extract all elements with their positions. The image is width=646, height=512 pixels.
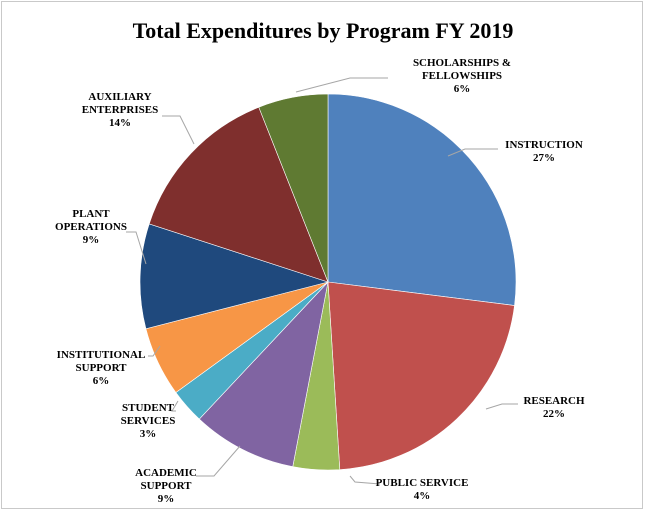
leader-line (349, 475, 381, 485)
slice-label: INSTRUCTION 27% (505, 139, 583, 164)
slice-name: INSTRUCTION (505, 139, 583, 151)
slice-percent: 6% (93, 375, 110, 387)
leader-lines (126, 77, 518, 485)
slice-name: RESEARCH (523, 395, 585, 407)
slice-name: FELLOWSHIPS (422, 70, 502, 82)
slice-name: STUDENT (122, 402, 175, 414)
pie-slice (198, 281, 329, 468)
pie-slice (148, 106, 329, 283)
slice-percent: 6% (454, 83, 471, 95)
leader-line (485, 403, 518, 410)
pie-slices (139, 93, 517, 471)
slice-label: STUDENT SERVICES 3% (121, 402, 176, 440)
slice-name: SUPPORT (141, 480, 193, 492)
chart-title: Total Expenditures by Program FY 2019 (132, 18, 514, 43)
slice-label: AUXILIARY ENTERPRISES 14% (82, 91, 158, 129)
leader-line (162, 115, 195, 145)
slice-label: INSTITUTIONAL SUPPORT 6% (57, 349, 146, 387)
slice-name: ENTERPRISES (82, 104, 158, 116)
slice-percent: 9% (83, 234, 100, 246)
leader-line (447, 148, 498, 157)
slice-label: PUBLIC SERVICE 4% (376, 477, 469, 502)
data-labels: INSTRUCTION 27% RESEARCH 22% PUBLIC SERVICE 4… (55, 57, 585, 505)
slice-percent: 9% (158, 493, 175, 505)
slice-label: PLANT OPERATIONS 9% (55, 208, 127, 246)
slice-percent: 22% (543, 408, 565, 420)
leader-line (171, 400, 179, 412)
slice-percent: 4% (414, 490, 431, 502)
slice-percent: 3% (140, 428, 157, 440)
slice-percent: 14% (109, 117, 131, 129)
slice-name: SUPPORT (76, 362, 128, 374)
slice-label: ACADEMIC SUPPORT 9% (135, 467, 197, 505)
leader-line (196, 445, 241, 477)
leader-line (126, 231, 147, 265)
slice-label: RESEARCH 22% (523, 395, 585, 420)
pie-slice (327, 281, 515, 470)
slice-name: PUBLIC SERVICE (376, 477, 469, 489)
slice-name: ACADEMIC (135, 467, 197, 479)
slice-name: SERVICES (121, 415, 176, 427)
slice-name: SCHOLARSHIPS & (413, 57, 511, 69)
pie-slice (258, 93, 329, 283)
pie-slice (139, 223, 330, 330)
leader-line (148, 345, 161, 357)
slice-name: OPERATIONS (55, 221, 127, 233)
leader-line (295, 77, 388, 93)
slice-name: PLANT (72, 208, 110, 220)
slice-name: AUXILIARY (88, 91, 151, 103)
pie-slice (327, 93, 517, 306)
slice-percent: 27% (533, 152, 555, 164)
slice-name: INSTITUTIONAL (57, 349, 146, 361)
slice-label: SCHOLARSHIPS & FELLOWSHIPS 6% (413, 57, 511, 95)
